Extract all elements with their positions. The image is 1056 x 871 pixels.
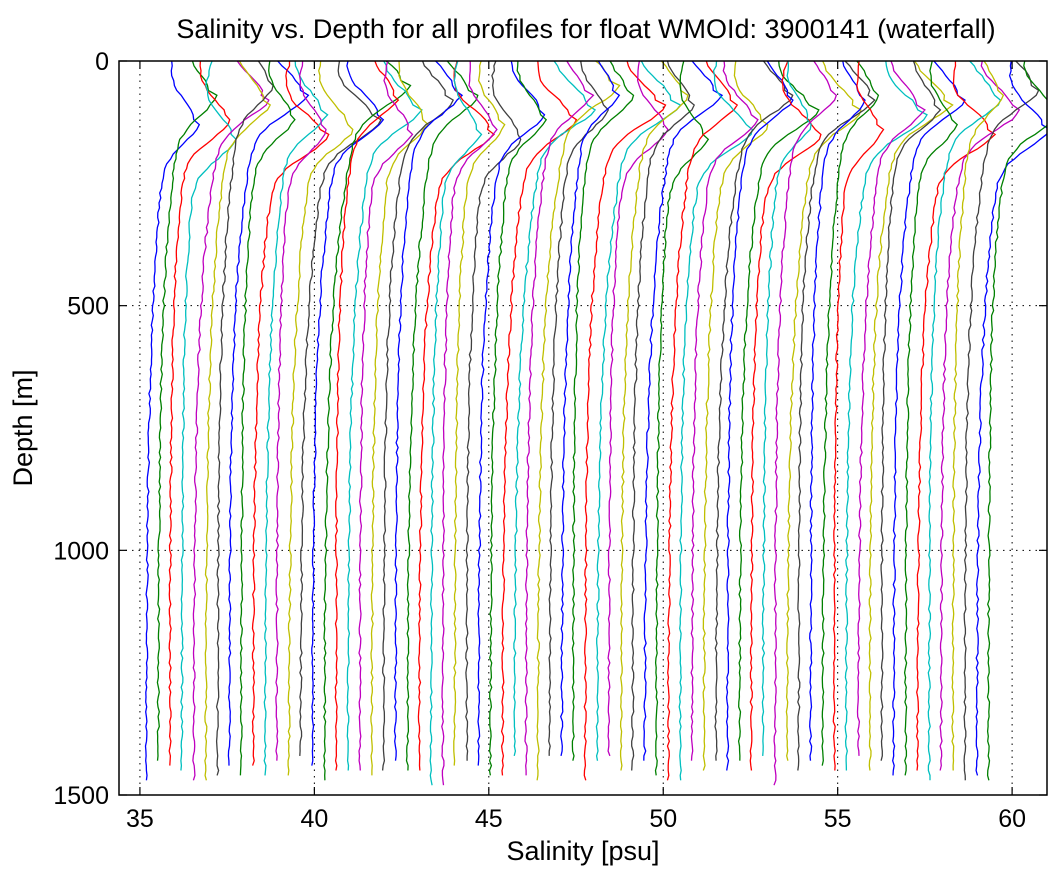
profile-line [358, 61, 414, 771]
profile-line [168, 61, 231, 766]
profile-line [725, 61, 794, 771]
profile-line [951, 61, 1005, 771]
profile-line [654, 61, 710, 776]
profile-line [785, 61, 862, 761]
profile-line [880, 61, 942, 761]
profile-line [323, 61, 412, 781]
profile-line [215, 61, 274, 776]
profile-line [986, 61, 1047, 781]
profile-line [714, 61, 794, 761]
profile-line [773, 61, 838, 786]
profile-line [939, 61, 1021, 771]
profile-line [513, 61, 597, 757]
profile-line [417, 61, 496, 771]
profile-line [631, 61, 696, 771]
profile-line [405, 61, 479, 771]
profile-line [477, 61, 546, 766]
x-tick-label: 50 [649, 805, 677, 833]
x-tick-label: 60 [998, 805, 1026, 833]
profile-line [856, 61, 926, 756]
profile-line [488, 61, 548, 776]
profile-line [192, 61, 270, 781]
profile-line [619, 61, 689, 771]
profile-line [821, 61, 880, 766]
profile-line [144, 61, 201, 781]
profile-line [832, 61, 885, 771]
profile-line [643, 61, 724, 761]
profile-line [156, 61, 218, 761]
profile-line [595, 61, 682, 761]
y-tick-label: 1000 [53, 537, 109, 565]
profile-line [749, 61, 822, 771]
grid-lines [119, 60, 1047, 796]
profile-line [809, 61, 866, 761]
profile-line [963, 61, 1040, 781]
profile-line [536, 61, 621, 781]
profile-line [263, 61, 329, 776]
profile-line [571, 61, 635, 761]
profile-line [666, 61, 739, 781]
profile-line [560, 61, 621, 757]
x-tick-label: 55 [824, 805, 852, 833]
chart-title: Salinity vs. Depth for all profiles for … [176, 14, 995, 44]
profile-line [381, 61, 455, 771]
profile-line [797, 61, 876, 771]
profile-line [251, 61, 330, 766]
profile-line [524, 61, 595, 776]
profile-line [915, 61, 997, 771]
profile-line [548, 61, 610, 756]
profile-line [346, 61, 423, 771]
profile-line [204, 61, 272, 781]
profile-line [299, 61, 382, 756]
profile-line [607, 61, 669, 757]
x-tick-label: 40 [300, 805, 328, 833]
profile-line [287, 61, 354, 776]
profile-line [927, 61, 1002, 781]
profile-line [239, 61, 296, 776]
y-tick-label: 500 [67, 293, 109, 321]
profile-line [465, 61, 522, 761]
profile-line [678, 61, 754, 781]
x-tick-label: 45 [475, 805, 503, 833]
profile-line [441, 61, 498, 786]
profile-line [844, 61, 928, 771]
profile-line [429, 61, 483, 786]
x-axis-label: Salinity [psu] [506, 836, 659, 866]
y-tick-label: 0 [95, 48, 109, 76]
profile-line [393, 61, 464, 761]
profile-line [500, 61, 578, 776]
y-axis-ticks: 0 500 1000 1500 [53, 48, 1047, 810]
profile-line [180, 61, 237, 771]
profile-line [868, 61, 954, 771]
profile-line [761, 61, 812, 756]
profile-line [311, 61, 385, 766]
profile-line [370, 61, 430, 776]
profile-line [892, 61, 966, 776]
y-axis-label: Depth [m] [8, 369, 38, 486]
x-tick-label: 35 [126, 805, 154, 833]
profile-line [453, 61, 506, 766]
profile-line [702, 61, 769, 771]
profile-line [583, 61, 667, 781]
profile-line [275, 61, 327, 761]
profile-line [227, 61, 310, 766]
profile-line [690, 61, 759, 761]
x-axis-ticks: 35 40 45 50 55 60 [126, 61, 1026, 833]
profile-line [334, 61, 400, 771]
profile-line [737, 61, 820, 761]
y-tick-label: 1500 [53, 782, 109, 810]
plot-area-frame [118, 60, 1048, 796]
profile-line [903, 61, 959, 776]
profile-line [975, 61, 1047, 776]
